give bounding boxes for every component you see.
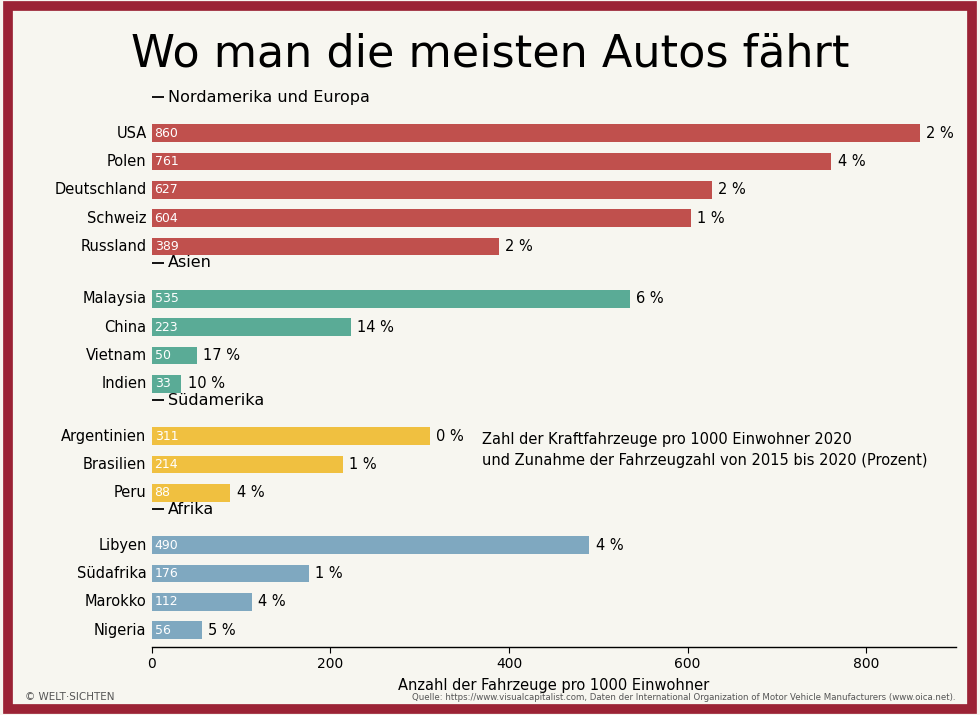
Text: 5 %: 5 % <box>208 623 236 638</box>
Bar <box>152 290 629 307</box>
Text: 6 %: 6 % <box>636 291 663 306</box>
Text: 14 %: 14 % <box>358 320 394 335</box>
Text: 627: 627 <box>155 183 178 196</box>
Text: Wo man die meisten Autos fährt: Wo man die meisten Autos fährt <box>130 32 850 75</box>
Text: 4 %: 4 % <box>838 154 865 169</box>
Text: 2 %: 2 % <box>926 126 954 141</box>
Text: 33: 33 <box>155 378 171 390</box>
Text: 490: 490 <box>155 538 178 552</box>
Bar <box>152 124 920 142</box>
Text: Argentinien: Argentinien <box>62 428 147 443</box>
Text: Zahl der Kraftfahrzeuge pro 1000 Einwohner 2020
und Zunahme der Fahrzeugzahl von: Zahl der Kraftfahrzeuge pro 1000 Einwohn… <box>482 433 928 468</box>
Text: 389: 389 <box>155 240 178 253</box>
Bar <box>152 536 589 554</box>
Text: 0 %: 0 % <box>436 428 464 443</box>
Bar <box>152 565 309 582</box>
Text: Deutschland: Deutschland <box>54 182 147 197</box>
Text: 4 %: 4 % <box>596 538 623 553</box>
Bar <box>152 593 252 611</box>
Text: Nigeria: Nigeria <box>94 623 147 638</box>
Text: Polen: Polen <box>107 154 147 169</box>
Text: 4 %: 4 % <box>237 485 265 500</box>
Text: Südafrika: Südafrika <box>76 566 147 581</box>
Text: 1 %: 1 % <box>698 211 725 225</box>
Text: Libyen: Libyen <box>98 538 147 553</box>
Text: Russland: Russland <box>80 239 147 254</box>
Bar <box>152 153 831 170</box>
Bar <box>152 347 197 364</box>
Bar <box>152 375 181 393</box>
Text: Afrika: Afrika <box>168 501 215 516</box>
Bar <box>152 209 691 227</box>
Text: USA: USA <box>117 126 147 141</box>
Text: 214: 214 <box>155 458 178 471</box>
Text: 56: 56 <box>155 623 171 636</box>
Text: Malaysia: Malaysia <box>82 291 147 306</box>
Text: 860: 860 <box>155 127 178 139</box>
Text: 176: 176 <box>155 567 178 580</box>
Text: 1 %: 1 % <box>316 566 343 581</box>
Text: 88: 88 <box>155 486 171 499</box>
Text: 4 %: 4 % <box>258 594 286 609</box>
Bar <box>152 484 230 501</box>
Bar <box>152 428 429 445</box>
Text: Asien: Asien <box>168 255 212 270</box>
Text: Peru: Peru <box>114 485 147 500</box>
Text: 17 %: 17 % <box>203 348 240 363</box>
Bar <box>152 621 202 639</box>
Text: Indien: Indien <box>101 376 147 391</box>
Text: 761: 761 <box>155 155 178 168</box>
Text: China: China <box>105 320 147 335</box>
Text: Vietnam: Vietnam <box>85 348 147 363</box>
Text: 2 %: 2 % <box>506 239 533 254</box>
Text: 535: 535 <box>155 292 178 305</box>
Text: 604: 604 <box>155 212 178 225</box>
Text: 50: 50 <box>155 349 171 362</box>
Bar <box>152 181 711 199</box>
Text: Marokko: Marokko <box>85 594 147 609</box>
Text: Nordamerika und Europa: Nordamerika und Europa <box>168 89 369 104</box>
X-axis label: Anzahl der Fahrzeuge pro 1000 Einwohner: Anzahl der Fahrzeuge pro 1000 Einwohner <box>398 679 710 694</box>
Bar <box>152 318 351 336</box>
Text: 1 %: 1 % <box>349 457 377 472</box>
Bar <box>152 455 343 473</box>
Text: 223: 223 <box>155 320 178 334</box>
Text: Südamerika: Südamerika <box>168 393 265 408</box>
Text: 112: 112 <box>155 596 178 608</box>
Text: 2 %: 2 % <box>718 182 746 197</box>
Text: © WELT·SICHTEN: © WELT·SICHTEN <box>24 692 114 702</box>
Text: Schweiz: Schweiz <box>87 211 147 225</box>
Text: Quelle: https://www.visualcapitalist.com, Daten der International Organization o: Quelle: https://www.visualcapitalist.com… <box>412 693 956 702</box>
Text: Brasilien: Brasilien <box>83 457 147 472</box>
Text: 311: 311 <box>155 430 178 443</box>
Text: 10 %: 10 % <box>187 376 224 391</box>
Bar <box>152 237 499 255</box>
